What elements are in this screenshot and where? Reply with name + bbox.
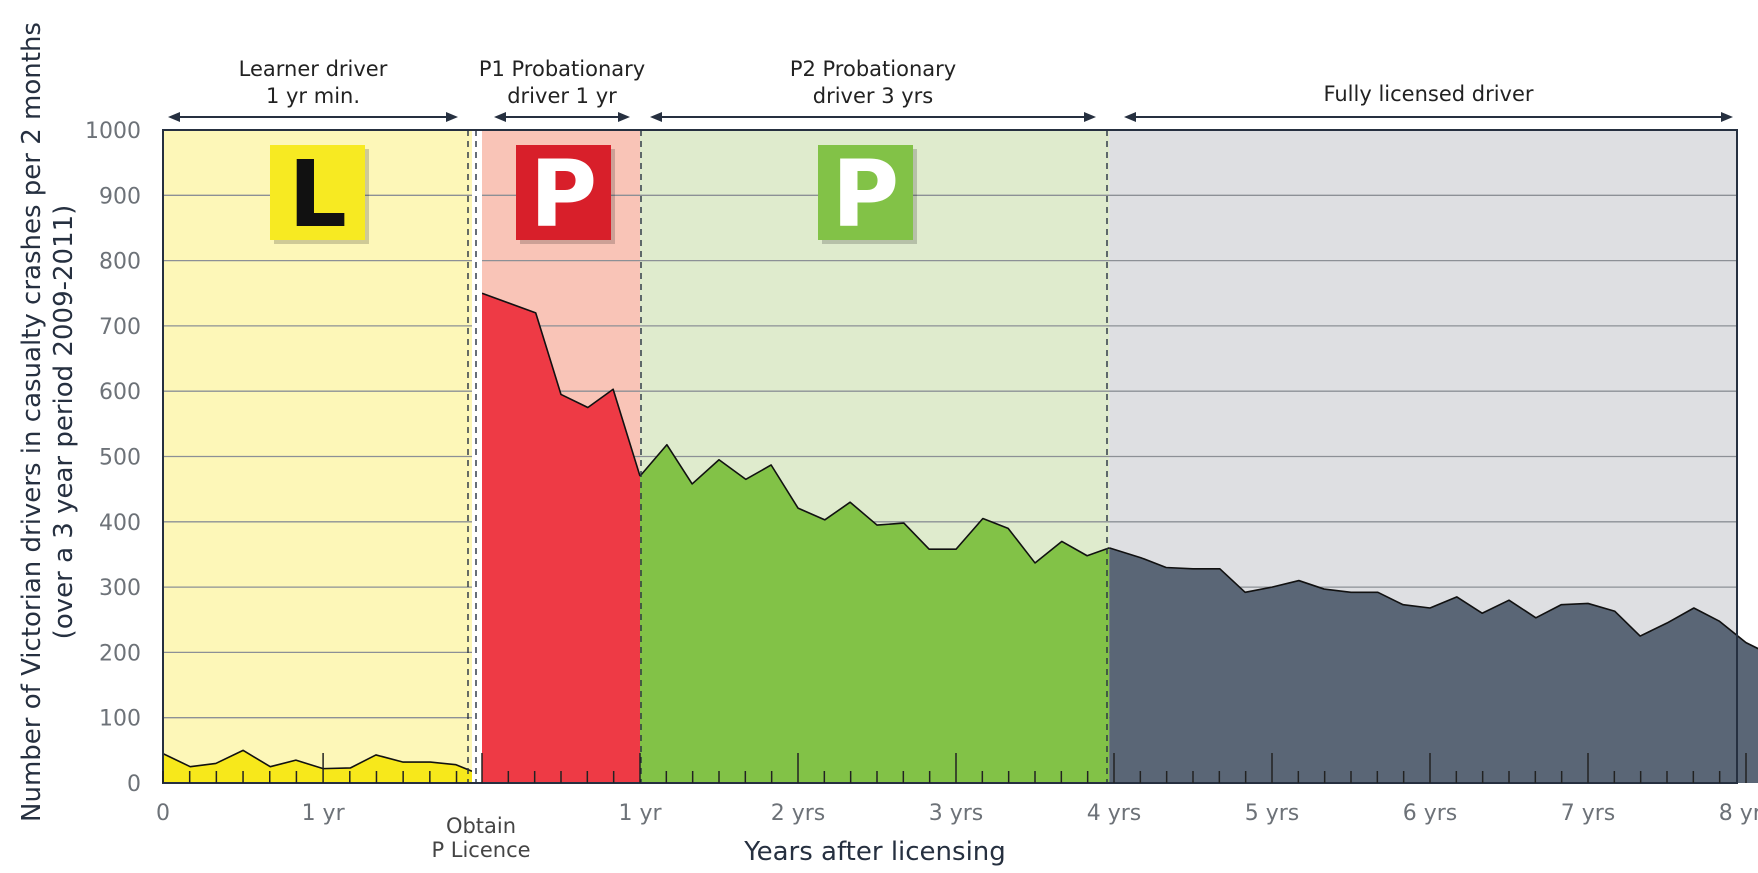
- badge-letter: L: [288, 141, 347, 248]
- y-tick-label: 500: [99, 446, 141, 471]
- series-line-1: [481, 292, 641, 477]
- phase-label-line1: Learner driver: [239, 57, 388, 81]
- y-tick-label: 200: [99, 641, 141, 666]
- phase-label-line2: driver 1 yr: [507, 84, 617, 108]
- x-tick-label: 4 yrs: [1087, 801, 1142, 826]
- y-tick-label: 600: [99, 380, 141, 405]
- y-tick-label: 700: [99, 315, 141, 340]
- phase-label-line2: 1 yr min.: [266, 84, 360, 108]
- badge-p-1: [516, 145, 611, 240]
- area-1: [482, 293, 640, 783]
- obtain-label-line1: Obtain: [446, 814, 516, 838]
- y-tick-label: 1000: [85, 119, 141, 144]
- data-areas: [162, 292, 1758, 783]
- badge-l-0: [270, 145, 365, 240]
- y-tick-label: 400: [99, 511, 141, 536]
- x-tick-label: 8 yrs: [1719, 801, 1758, 826]
- x-tick-label: 1 yr: [618, 801, 662, 826]
- y-tick-label: 800: [99, 250, 141, 275]
- series-line-2: [639, 443, 1110, 564]
- x-axis-title: Years after licensing: [743, 837, 1006, 867]
- x-tick-label: 2 yrs: [771, 801, 826, 826]
- arrow-head-left: [168, 112, 180, 122]
- y-axis-title-line2: (over a 3 year period 2009-2011): [49, 205, 79, 640]
- x-tick-label: 3 yrs: [929, 801, 984, 826]
- area-0: [163, 750, 472, 783]
- area-3: [1109, 547, 1758, 783]
- phase-label-line1: P2 Probationary: [790, 57, 956, 81]
- plot-frame: [162, 129, 1738, 784]
- phase-label-line1: P1 Probationary: [479, 57, 645, 81]
- arrow-head-left: [494, 112, 506, 122]
- badge-letter: P: [832, 141, 899, 248]
- phase-dividers: [467, 130, 1108, 783]
- area-2: [640, 444, 1110, 783]
- y-tick-label: 300: [99, 576, 141, 601]
- x-tick-label: 6 yrs: [1403, 801, 1458, 826]
- arrow-head-right: [1084, 112, 1096, 122]
- y-tick-label: 900: [99, 184, 141, 209]
- x-tick-label: 7 yrs: [1561, 801, 1616, 826]
- x-tick-label: 0: [156, 801, 170, 826]
- x-tick-label: 1 yr: [302, 801, 346, 826]
- arrow-head-left: [650, 112, 662, 122]
- licence-gap: [472, 130, 482, 783]
- badge-p-2: [818, 145, 913, 240]
- labels: Learner driver 1 yr min. P1 Probationary dr…: [168, 57, 1733, 122]
- phase-label-line1: Fully licensed driver: [1323, 82, 1533, 106]
- x-tick-label: 5 yrs: [1245, 801, 1300, 826]
- series-line-3: [1109, 547, 1758, 650]
- arrow-head-right: [446, 112, 458, 122]
- arrow-head-right: [618, 112, 630, 122]
- badge-letter: P: [530, 141, 597, 248]
- arrow-head-right: [1721, 112, 1733, 122]
- y-tick-label: 100: [99, 707, 141, 732]
- y-tick-label: 0: [127, 772, 141, 797]
- phase-label-line2: driver 3 yrs: [813, 84, 934, 108]
- axes: 0 100 200 300 400 500 600 700 800 900 1000 0 1 yr 1 y…: [85, 119, 1758, 826]
- y-axis-title-line1: Number of Victorian drivers in casualty …: [17, 22, 47, 822]
- obtain-label-line2: P Licence: [431, 838, 530, 862]
- arrow-head-left: [1124, 112, 1136, 122]
